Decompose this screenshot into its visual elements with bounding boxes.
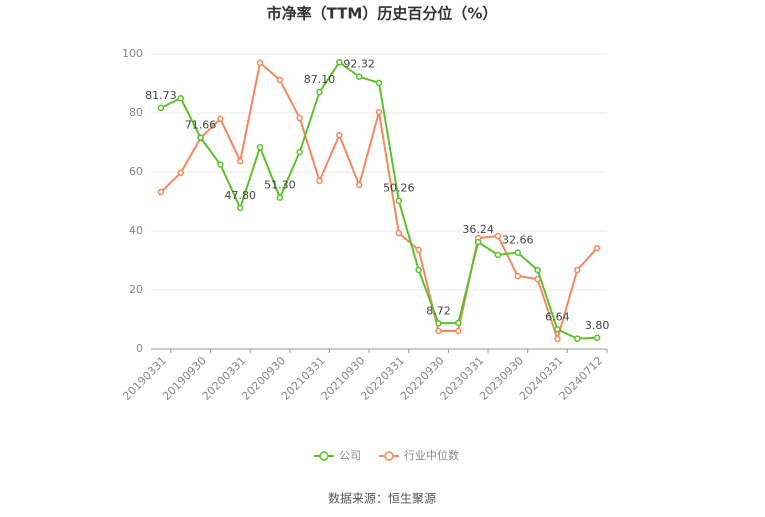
point <box>177 95 184 102</box>
y-tick-label: 40 <box>129 224 143 237</box>
point <box>554 326 561 333</box>
data-label: 32.66 <box>502 234 534 247</box>
point <box>514 272 522 280</box>
point <box>435 320 442 327</box>
chart-title: 市净率（TTM）历史百分位（%） <box>267 5 498 23</box>
data-label: 71.66 <box>185 119 217 132</box>
legend-item: 行业中位数 <box>379 448 459 462</box>
point <box>177 169 184 177</box>
point <box>474 238 482 246</box>
point <box>435 327 442 335</box>
y-tick-label: 60 <box>129 165 143 178</box>
point <box>157 188 165 196</box>
y-tick-label: 80 <box>129 106 143 119</box>
legend-label: 公司 <box>339 449 361 462</box>
point <box>355 73 363 80</box>
y-tick-label: 20 <box>129 283 143 296</box>
point <box>256 59 264 67</box>
point <box>415 246 422 254</box>
point <box>217 161 224 168</box>
point <box>296 148 303 156</box>
point <box>375 79 383 87</box>
legend-marker <box>319 451 329 461</box>
point <box>296 114 303 122</box>
point <box>455 327 462 335</box>
point <box>157 104 165 112</box>
point <box>455 319 462 327</box>
data-label: 6.64 <box>545 310 570 323</box>
point <box>514 249 522 256</box>
data-label: 50.26 <box>383 182 415 195</box>
y-tick-label: 100 <box>122 47 143 60</box>
point <box>316 177 323 185</box>
data-label: 3.80 <box>585 319 610 332</box>
data-label: 8.72 <box>426 304 451 317</box>
point <box>217 115 224 123</box>
legend-label: 行业中位数 <box>404 448 459 462</box>
point <box>494 232 502 240</box>
point <box>336 131 343 139</box>
data-label: 51.30 <box>264 179 296 192</box>
point <box>276 194 284 201</box>
source: 数据来源：恒生聚源 <box>328 491 436 506</box>
point <box>415 266 422 274</box>
point <box>593 334 601 342</box>
point <box>375 108 383 116</box>
point <box>593 244 601 252</box>
point <box>574 266 581 274</box>
x-tick-label: 20240712 <box>557 354 606 403</box>
point <box>355 181 363 189</box>
data-label: 92.32 <box>343 58 375 71</box>
data-label: 87.10 <box>304 73 336 86</box>
y-tick-label: 0 <box>136 342 143 355</box>
legend-marker <box>384 451 394 461</box>
point <box>336 59 343 66</box>
point <box>574 335 581 342</box>
point <box>534 266 541 274</box>
legend-item: 公司 <box>314 449 361 462</box>
data-label: 36.24 <box>462 223 494 236</box>
point <box>276 76 284 84</box>
point <box>494 251 502 259</box>
point <box>236 204 244 212</box>
point <box>316 88 323 96</box>
data-label: 47.80 <box>224 189 256 202</box>
point <box>236 157 244 165</box>
point <box>197 134 204 141</box>
point <box>554 335 561 343</box>
data-label: 81.73 <box>145 89 177 102</box>
point <box>256 143 264 151</box>
point <box>395 229 403 237</box>
point <box>395 197 403 204</box>
